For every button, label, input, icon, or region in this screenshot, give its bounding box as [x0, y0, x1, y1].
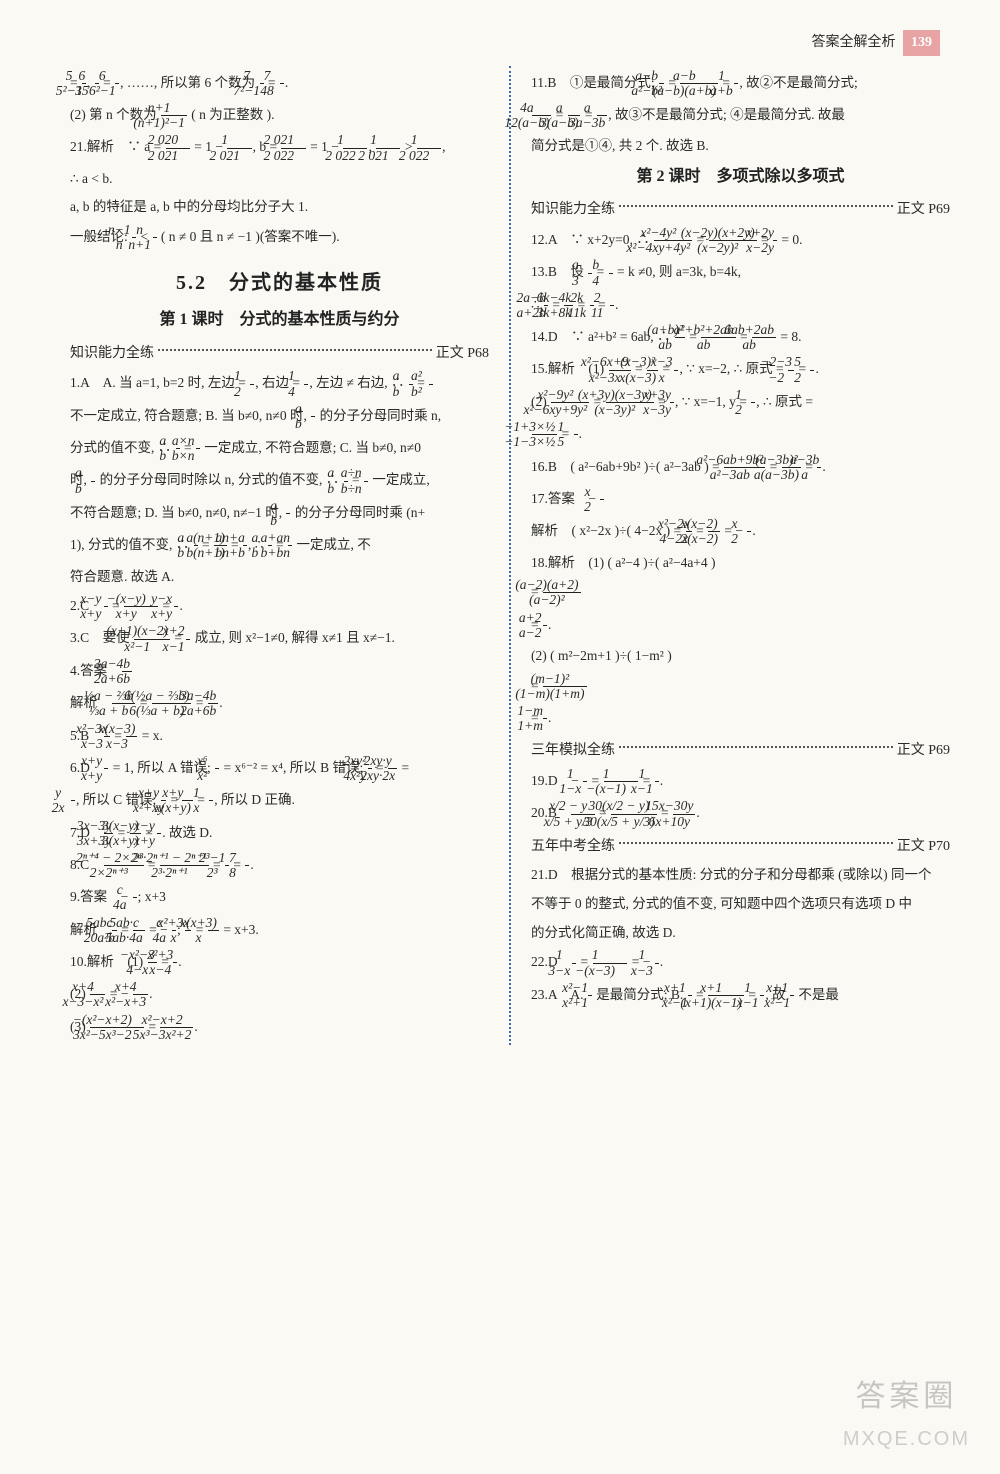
left-column: = 55²−1, 635 = 66²−1, ……, 所以第 6 个数为 77²−… [70, 66, 489, 1045]
text-line: 1), 分式的值不变, ∴ ab = a(n+1)b(n+1) = an+abn… [70, 531, 489, 560]
watermark: 答案圈 MXQE.COM [843, 1371, 970, 1456]
text-line: ∴ a < b. [70, 166, 489, 192]
text-line: 不等于 0 的整式, 分式的值不变, 可知题中四个选项只有选项 D 中 [531, 891, 950, 917]
text-line: 15.解析 (1) x²−6x+9x²−3x = (x−3)²x(x−3) = … [531, 355, 950, 384]
text-line: ∴ 2a−ba+2b = 6k−4k3k+8k = 2k11k = 211. [531, 291, 950, 320]
dots [619, 842, 893, 844]
section-title: 5.2 分式的基本性质 [70, 266, 489, 300]
text-line: 简分式是①④, 共 2 个. 故选 B. [531, 133, 950, 159]
practice-label: 知识能力全练 [70, 342, 154, 366]
text-line: 20.B x/2 − yx/5 + y/3 = 30(x/2 − y)30(x/… [531, 799, 950, 828]
text-line: 18.解析 (1) ( a²−4 )÷( a²−4a+4 ) [531, 550, 950, 576]
text-line: 4a12(a−b) = a3(a−b) = a3a−3b, 故③不是最简分式; … [531, 101, 950, 130]
text-line: 一般结论: n−1n < nn+1 ( n ≠ 0 且 n ≠ −1 )(答案不… [70, 223, 489, 252]
text-line: 2.C x−yx+y = −(x−y)x+y = y−xx+y. [70, 592, 489, 621]
page-header: 答案全解全析 139 [70, 30, 950, 56]
dots [158, 349, 432, 351]
practice-ref: 正文 P69 [897, 198, 950, 222]
dots [619, 205, 893, 207]
practice-heading: 知识能力全练 正文 P68 [70, 342, 489, 366]
text-line: a, b 的特征是 a, b 中的分母均比分子大 1. [70, 194, 489, 220]
text-line: = 1−m1+m. [531, 704, 950, 733]
text-line: y2x, 所以 C 错误; x+yx²+xy = x+yx(x+y) = 1x,… [70, 786, 489, 815]
text-line: 12.A ∵ x+2y=0, ∴ x²−4y²x²−4xy+4y² = (x−2… [531, 226, 950, 255]
right-column: 11.B ①是最简分式; a−ba²−b² = a−b(a−b)(a+b) = … [531, 66, 950, 1045]
text-line: 5.B x²−3xx−3 = x(x−3)x−3 = x. [70, 722, 489, 751]
text-line: 22.D 13−x = 1−(x−3) = − 1x−3. [531, 948, 950, 977]
practice-heading: 三年模拟全练 正文 P69 [531, 739, 950, 763]
text-line: 符合题意. 故选 A. [70, 564, 489, 590]
text-line: −1+3×½−1−3×½ = 15. [531, 420, 950, 449]
text-line: 10.解析 (1) −x²−34−x = x²+3x−4. [70, 948, 489, 977]
text-line: 13.B 设 a3 = b4 = k ≠0, 则 a=3k, b=4k, [531, 258, 950, 287]
practice-label: 三年模拟全练 [531, 739, 615, 763]
practice-ref: 正文 P69 [897, 739, 950, 763]
text-line: 11.B ①是最简分式; a−ba²−b² = a−b(a−b)(a+b) = … [531, 69, 950, 98]
text-line: (2) ( m²−2m+1 )÷( 1−m² ) [531, 643, 950, 669]
text-line: 14.D ∵ a²+b² = 6ab, ∴ (a+b)²ab = a²+b²+2… [531, 323, 950, 352]
text-line: (3) −(x²−x+2)3x²−5x³−2 = x²−x+25x³−3x²+2… [70, 1013, 489, 1042]
text-line: = (a−2)(a+2)(a−2)² [531, 578, 950, 607]
text-line: 分式的值不变, ∴ ab = a×nb×n 一定成立, 不符合题意; C. 当 … [70, 434, 489, 463]
text-line: 23.A A. x²−1x²+1 是最简分式; B. x+1x²−1 = x+1… [531, 981, 950, 1010]
text-line: 7.D 3x−3y3x+3y = 3(x−y)3(x+y) = x−yx+y. … [70, 819, 489, 848]
text-line: 解析 5abc20a²b = 5ab·c5ab·4a = − c4a; x²+3… [70, 916, 489, 945]
text-line: 3.C 要使 (x+1)(x−2)x²−1 = x+2x−1 成立, 则 x²−… [70, 624, 489, 653]
practice-label: 知识能力全练 [531, 198, 615, 222]
text-line: 时, ab 的分子分母同时除以 n, 分式的值不变, ∴ ab = a÷nb÷n… [70, 466, 489, 495]
text-line: = a+2a−2. [531, 611, 950, 640]
header-text: 答案全解全析 [812, 35, 896, 50]
text-line: 21.解析 ∵ a = 2 0202 021 = 1 − 12 021, b =… [70, 133, 489, 162]
text-line: 4.答案 3a−4b2a+6b [70, 657, 489, 686]
page-number: 139 [903, 30, 940, 56]
columns: = 55²−1, 635 = 66²−1, ……, 所以第 6 个数为 77²−… [70, 66, 950, 1045]
practice-ref: 正文 P68 [436, 342, 489, 366]
text-line: 9.答案 − c4a; x+3 [70, 883, 489, 912]
dots [619, 746, 893, 748]
practice-ref: 正文 P70 [897, 835, 950, 859]
subsection-title-r: 第 2 课时 多项式除以多项式 [531, 163, 950, 190]
text-line: 不一定成立, 符合题意; B. 当 b≠0, n≠0 时, ab 的分子分母同时… [70, 402, 489, 431]
text-line: 1.A A. 当 a=1, b=2 时, 左边 = 12, 右边 = 14, 左… [70, 369, 489, 398]
column-divider [509, 66, 511, 1045]
text-line: 的分式化简正确, 故选 D. [531, 920, 950, 946]
text-line: 16.B ( a²−6ab+9b² )÷( a²−3ab ) = a²−6ab+… [531, 453, 950, 482]
text-line: 解析 ½a − ⅔b⅓a + b = 6(½a − ⅔b)6(⅓a + b) =… [70, 689, 489, 718]
page: 答案全解全析 139 = 55²−1, 635 = 66²−1, ……, 所以第… [0, 0, 1000, 1474]
text-line: = (m−1)²(1−m)(1+m) [531, 672, 950, 701]
text-line: = 55²−1, 635 = 66²−1, ……, 所以第 6 个数为 77²−… [70, 69, 489, 98]
practice-label: 五年中考全练 [531, 835, 615, 859]
text-line: 8.C 2ⁿ⁺⁴ − 2×2ⁿ2×2ⁿ⁺³ = 2³·2ⁿ⁺¹ − 2ⁿ⁺¹2³… [70, 851, 489, 880]
watermark-l2: MXQE.COM [843, 1422, 970, 1456]
watermark-l1: 答案圈 [843, 1371, 970, 1422]
text-line: (2) x²−9y²x²−6xy+9y² = (x+3y)(x−3y)(x−3y… [531, 388, 950, 417]
text-line: 不符合题意; D. 当 b≠0, n≠0, n≠−1 时, ab 的分子分母同时… [70, 499, 489, 528]
subsection-title: 第 1 课时 分式的基本性质与约分 [70, 306, 489, 333]
text-line: (2) x+4x−3−x² = − x+4x²−x+3. [70, 980, 489, 1009]
text-line: 17.答案 − x2 [531, 485, 950, 514]
text-line: (2) 第 n 个数为 n+1(n+1)²−1 ( n 为正整数 ). [70, 101, 489, 130]
practice-heading: 五年中考全练 正文 P70 [531, 835, 950, 859]
text-line: 19.D − 11−x = 1−(x−1) = 1x−1. [531, 767, 950, 796]
text-line: 21.D 根据分式的基本性质: 分式的分子和分母都乘 (或除以) 同一个 [531, 862, 950, 888]
practice-heading: 知识能力全练 正文 P69 [531, 198, 950, 222]
text-line: 解析 ( x²−2x )÷( 4−2x ) = x²−2x4−2x = x(x−… [531, 517, 950, 546]
text-line: 6.D x+yx+y = 1, 所以 A 错误; x⁶x² = x⁶⁻² = x… [70, 754, 489, 783]
